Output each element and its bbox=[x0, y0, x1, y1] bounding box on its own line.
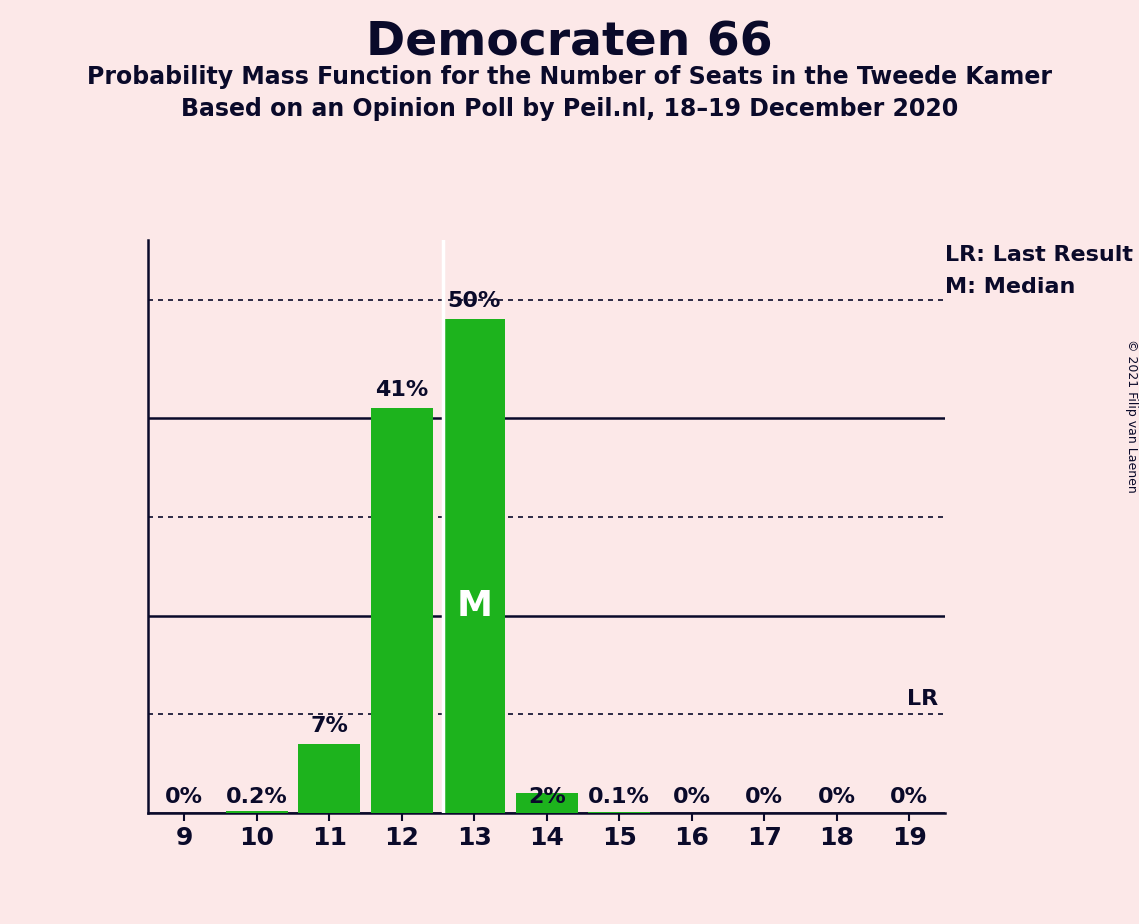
Bar bbox=[226, 811, 287, 813]
Bar bbox=[298, 744, 360, 813]
Text: Probability Mass Function for the Number of Seats in the Tweede Kamer: Probability Mass Function for the Number… bbox=[87, 65, 1052, 89]
Bar bbox=[371, 408, 433, 813]
Text: 0%: 0% bbox=[818, 787, 855, 808]
Text: 0%: 0% bbox=[745, 787, 784, 808]
Text: © 2021 Filip van Laenen: © 2021 Filip van Laenen bbox=[1124, 339, 1138, 492]
Text: 0.2%: 0.2% bbox=[226, 787, 288, 808]
Text: LR: Last Result: LR: Last Result bbox=[945, 245, 1133, 265]
Text: 0.1%: 0.1% bbox=[588, 787, 650, 808]
Text: Based on an Opinion Poll by Peil.nl, 18–19 December 2020: Based on an Opinion Poll by Peil.nl, 18–… bbox=[181, 97, 958, 121]
Text: M: Median: M: Median bbox=[945, 277, 1075, 298]
Bar bbox=[589, 812, 650, 813]
Text: 0%: 0% bbox=[891, 787, 928, 808]
Text: LR: LR bbox=[907, 689, 939, 710]
Text: M: M bbox=[457, 589, 492, 623]
Text: Democraten 66: Democraten 66 bbox=[366, 20, 773, 66]
Text: 2%: 2% bbox=[527, 787, 566, 808]
Text: 0%: 0% bbox=[165, 787, 203, 808]
Text: 50%: 50% bbox=[448, 291, 501, 311]
Text: 0%: 0% bbox=[673, 787, 711, 808]
Bar bbox=[443, 320, 505, 813]
Text: 7%: 7% bbox=[310, 716, 349, 736]
Bar bbox=[516, 794, 577, 813]
Text: 41%: 41% bbox=[375, 381, 428, 400]
